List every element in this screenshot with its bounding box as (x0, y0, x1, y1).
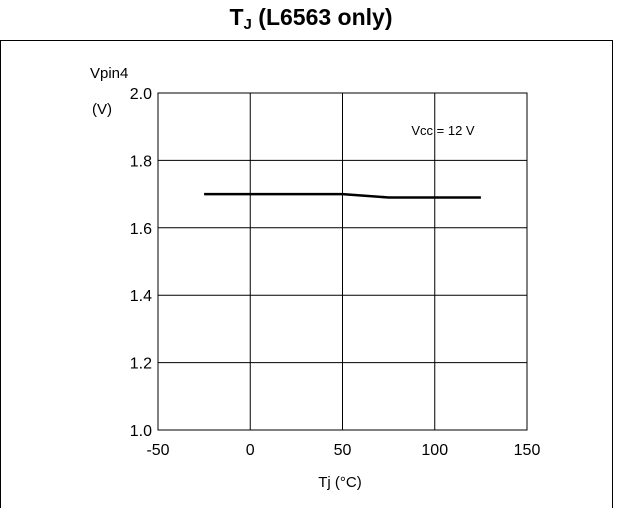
plot-area (157, 92, 528, 431)
grid (158, 93, 527, 430)
y-tick-labels: 1.0 1.2 1.4 1.6 1.8 2.0 (130, 86, 152, 440)
y-axis-label-unit: (V) (92, 101, 112, 118)
title-main: T (229, 4, 244, 30)
chart-title: TJ (L6563 only) (0, 4, 622, 33)
y-tick-label: 1.0 (130, 423, 152, 440)
x-tick-label: 100 (421, 442, 448, 459)
x-tick-label: 50 (334, 442, 352, 459)
x-tick-label: -50 (146, 442, 169, 459)
annotation-vcc: Vcc = 12 V (411, 123, 475, 138)
figure-frame (0, 40, 613, 508)
y-tick-label: 2.0 (130, 86, 152, 103)
x-tick-label: 0 (246, 442, 255, 459)
y-tick-label: 1.6 (130, 221, 152, 238)
x-axis-label: Tj (°C) (318, 474, 361, 491)
x-tick-label: 150 (514, 442, 541, 459)
title-rest: (L6563 only) (251, 4, 393, 30)
y-tick-label: 1.8 (130, 153, 152, 170)
series-line (204, 192, 481, 199)
title-subscript: J (243, 16, 252, 33)
y-axis-label-name: Vpin4 (90, 65, 128, 82)
y-tick-label: 1.2 (130, 356, 152, 373)
series-layer (204, 192, 481, 199)
x-tick-labels: -50 0 50 100 150 (146, 442, 540, 459)
y-tick-label: 1.4 (130, 288, 152, 305)
